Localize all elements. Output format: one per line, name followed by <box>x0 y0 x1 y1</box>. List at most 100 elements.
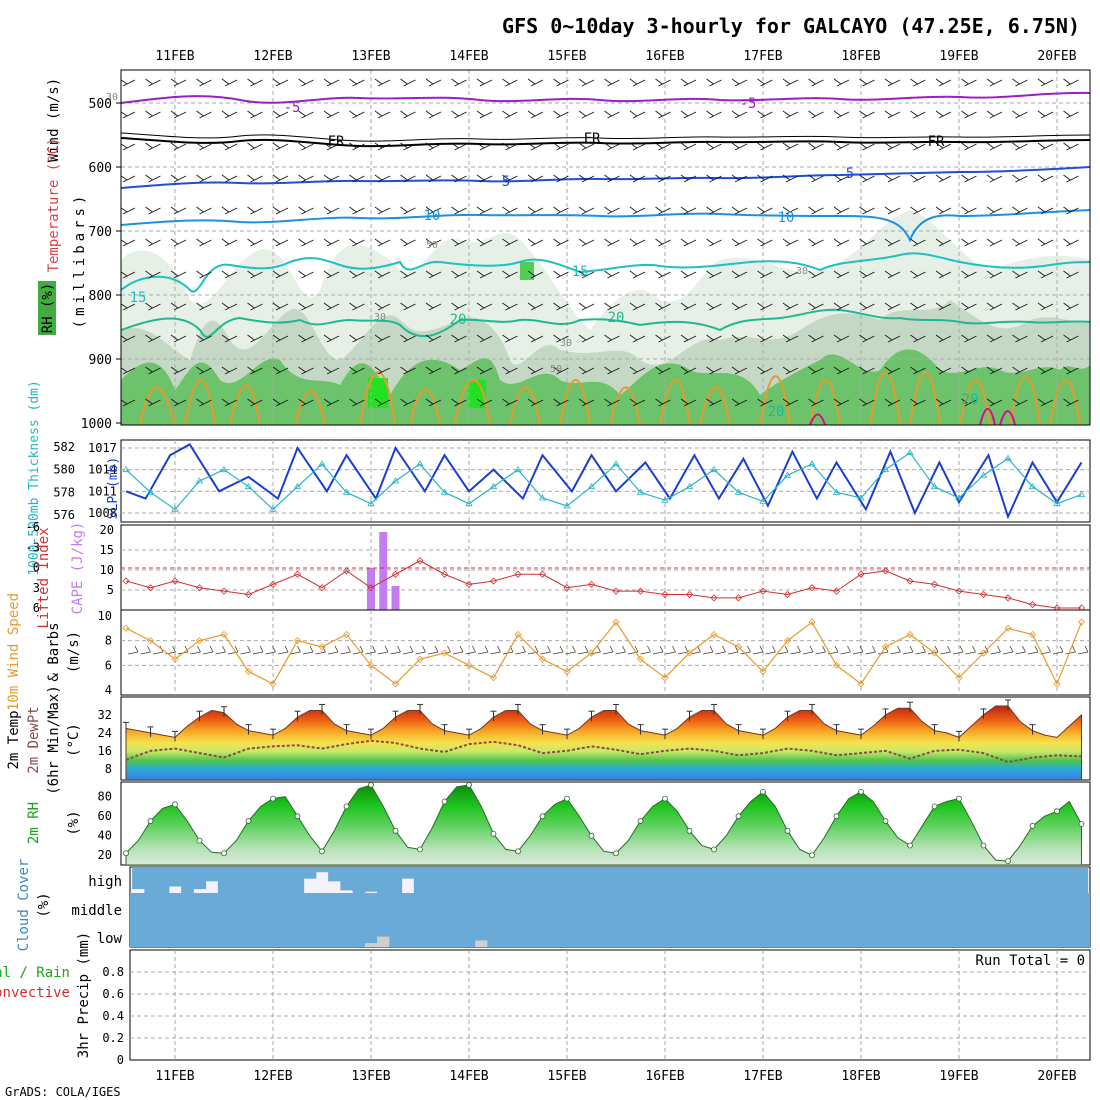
wind-barb <box>655 174 671 183</box>
wind10-barb <box>1077 645 1089 655</box>
wind10-marker <box>881 643 890 651</box>
cloud-high-bar <box>560 867 574 893</box>
thickness-marker <box>1077 490 1086 497</box>
pressure-axis: 500 600 700 800 900 1000 <box>81 97 121 432</box>
wind-barb <box>1063 302 1079 311</box>
date-label-bottom: 19FEB <box>939 1069 978 1084</box>
wind-barb <box>272 270 289 279</box>
wind-barb <box>476 302 493 311</box>
wind10-marker <box>661 674 669 682</box>
cloud-high-bar <box>646 867 660 893</box>
wind-barb <box>961 366 977 375</box>
cloud-high-bar <box>903 867 917 893</box>
wind-barb <box>910 302 926 311</box>
wind-barb <box>221 366 238 375</box>
wind-barb <box>476 366 493 375</box>
cloud-high-bar <box>1001 867 1015 893</box>
thickness-marker <box>220 465 228 473</box>
wind-barb <box>706 398 722 407</box>
wind10-marker <box>832 661 841 669</box>
thickness-gridlines <box>121 440 1090 522</box>
wind-barb <box>986 174 1003 183</box>
cloud-high-bar <box>1026 867 1040 893</box>
wind-barb <box>323 174 340 183</box>
thickness-marker <box>367 499 375 507</box>
wind-barb <box>986 334 1003 343</box>
wind-barb <box>553 174 569 183</box>
wind10-barb <box>652 645 664 655</box>
wind10-barb <box>815 645 826 655</box>
wind10-marker <box>857 680 865 688</box>
rh-marker <box>490 830 497 837</box>
lifted-index-line <box>125 560 1082 609</box>
wind10-marker <box>783 637 792 645</box>
cloud-high-bar <box>438 867 452 893</box>
wind-barb <box>349 142 365 151</box>
wind-barb <box>1012 110 1028 119</box>
thickness-marker <box>857 494 865 501</box>
wind-barb <box>1037 78 1054 87</box>
li-marker <box>759 587 767 595</box>
thickness-marker <box>979 471 988 478</box>
wind-barb <box>604 398 620 407</box>
wind-barb <box>527 302 544 311</box>
wind-barb <box>323 334 340 343</box>
wind10-marker <box>587 649 596 657</box>
wind-barb <box>298 302 314 311</box>
wind-barb <box>1037 142 1054 151</box>
wind-barb <box>961 174 977 183</box>
wind-barb <box>782 78 799 87</box>
wind-barb <box>349 174 365 183</box>
thickness-marker <box>244 482 253 490</box>
wind-barb <box>170 366 187 375</box>
wind-barb <box>374 302 391 311</box>
wind-barb <box>731 174 748 183</box>
cloud-high-bar <box>854 867 868 893</box>
thickness-marker <box>636 488 645 495</box>
rh-marker <box>564 795 570 802</box>
rh-marker <box>221 850 227 857</box>
wind-barb <box>272 238 289 247</box>
cloud-high-bar <box>1075 867 1089 893</box>
temp-minmax-whiskers <box>123 699 1036 742</box>
wind-barb <box>400 206 416 215</box>
wind-barb <box>808 78 824 87</box>
wind10-barb <box>852 645 864 655</box>
wind-barb <box>731 78 748 87</box>
wind10-marker <box>979 649 988 657</box>
wind-barb <box>884 270 901 279</box>
contour-lines <box>121 91 1090 425</box>
wind-barb <box>247 366 263 375</box>
thickness-marker <box>563 502 571 509</box>
rh-marker <box>588 832 595 839</box>
wind-barb <box>374 142 391 151</box>
wind10-barb <box>965 645 976 655</box>
wind-barb <box>629 270 646 279</box>
wind-barb <box>476 142 493 151</box>
cloud-high-bar <box>1038 867 1052 893</box>
wind-barb <box>400 110 416 119</box>
wind-barb <box>629 110 646 119</box>
wind-barb <box>961 334 977 343</box>
wind-barb <box>731 302 748 311</box>
cloud-high-bar <box>548 867 562 893</box>
cloud-high-bar <box>597 867 611 893</box>
cloud-high-bar <box>328 867 341 882</box>
wind-barb <box>221 110 238 119</box>
wind-barb <box>170 142 187 151</box>
wind-barb <box>833 206 850 215</box>
cloud-high-bar <box>291 867 305 893</box>
date-label-top: 16FEB <box>645 49 684 64</box>
thickness-marker <box>465 499 473 507</box>
wind10-axis: 10 8 6 4 <box>98 609 112 697</box>
wind10-barb <box>452 645 464 655</box>
li-marker <box>734 594 743 602</box>
wind-barb <box>400 78 416 87</box>
cloud-high-bar <box>940 867 954 893</box>
rh-marker <box>196 837 203 844</box>
wind-barb <box>553 270 569 279</box>
wind-barb <box>553 334 569 343</box>
rh-marker <box>613 850 619 857</box>
wind10-marker <box>391 680 400 688</box>
thickness-axis: 582 580 578 576 1017 1014 1011 1008 <box>53 440 117 522</box>
